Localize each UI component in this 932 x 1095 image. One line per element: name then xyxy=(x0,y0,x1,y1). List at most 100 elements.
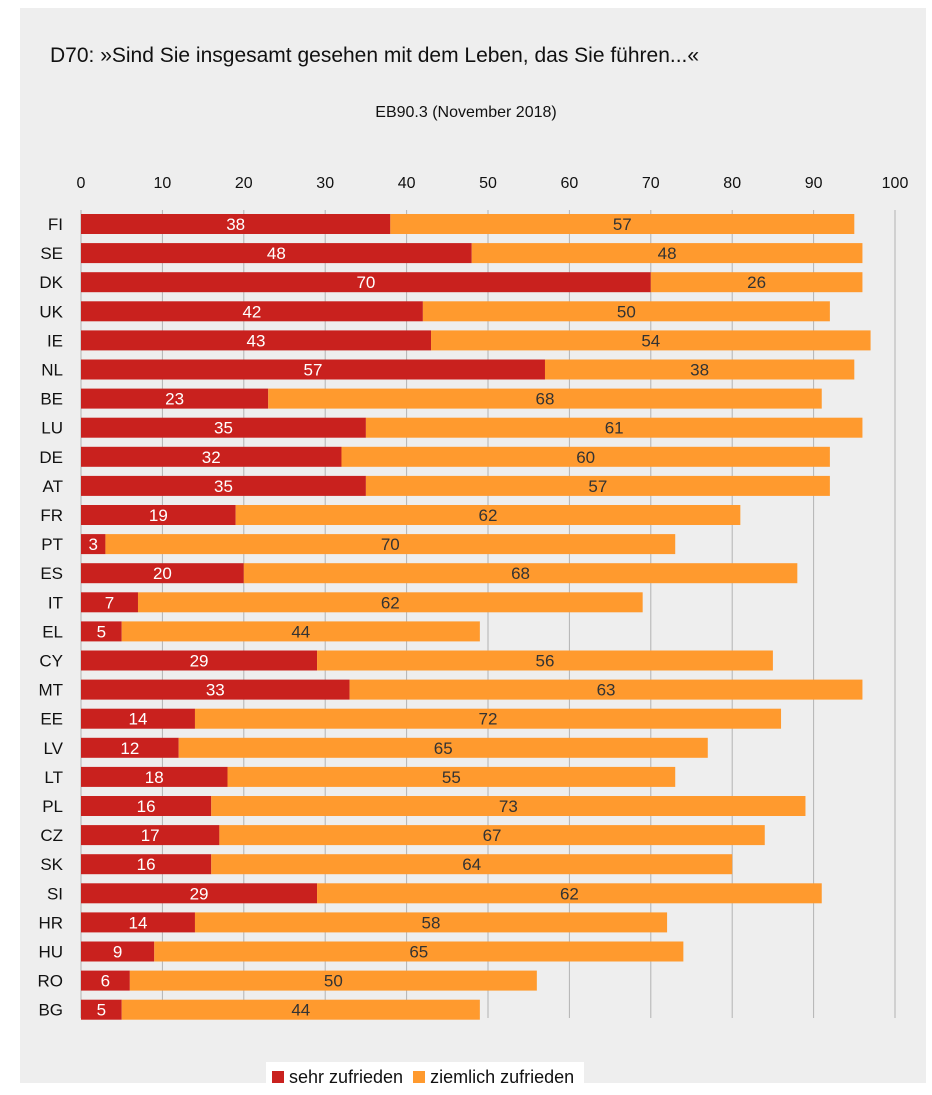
bar-sehr-zufrieden-it xyxy=(81,592,138,613)
value-label-ziemlich-zufrieden-pt: 70 xyxy=(381,535,400,554)
value-label-sehr-zufrieden-fi: 38 xyxy=(226,215,245,234)
value-label-ziemlich-zufrieden-bg: 44 xyxy=(291,1001,310,1020)
bar-sehr-zufrieden-fr xyxy=(81,505,236,525)
bar-ziemlich-zufrieden-cy xyxy=(317,650,773,671)
bar-sehr-zufrieden-lu xyxy=(81,417,366,438)
x-tick-label-90: 90 xyxy=(805,175,823,192)
value-label-ziemlich-zufrieden-ro: 50 xyxy=(324,972,343,991)
x-tick-label-40: 40 xyxy=(398,175,416,192)
value-label-sehr-zufrieden-lu: 35 xyxy=(214,419,233,438)
value-label-sehr-zufrieden-sk: 16 xyxy=(137,855,156,874)
bar-sehr-zufrieden-dk xyxy=(81,272,651,293)
bar-ziemlich-zufrieden-nl xyxy=(544,359,855,380)
bar-ziemlich-zufrieden-fi xyxy=(390,214,855,234)
value-label-sehr-zufrieden-de: 32 xyxy=(202,448,221,467)
value-label-ziemlich-zufrieden-hr: 58 xyxy=(422,913,441,932)
x-tick-label-50: 50 xyxy=(479,175,497,192)
category-label-pl: PL xyxy=(42,797,63,816)
legend-swatch-sehr-zufrieden xyxy=(272,1071,284,1083)
x-axis-ticks: 0 10 20 30 40 50 60 70 80 90 100 xyxy=(77,175,909,192)
value-label-sehr-zufrieden-es: 20 xyxy=(153,564,172,583)
bar-sehr-zufrieden-sk xyxy=(81,854,212,875)
bar-ziemlich-zufrieden-de xyxy=(341,446,830,467)
bar-ziemlich-zufrieden-uk xyxy=(422,301,830,322)
bar-sehr-zufrieden-nl xyxy=(81,359,545,380)
value-label-ziemlich-zufrieden-de: 60 xyxy=(576,448,595,467)
category-label-es: ES xyxy=(40,564,63,583)
bar-sehr-zufrieden-si xyxy=(81,883,318,904)
x-tick-label-70: 70 xyxy=(642,175,660,192)
bar-ziemlich-zufrieden-sk xyxy=(211,854,733,875)
value-label-ziemlich-zufrieden-lu: 61 xyxy=(605,419,624,438)
bar-ziemlich-zufrieden-lt xyxy=(227,766,676,787)
category-label-de: DE xyxy=(39,448,63,467)
value-label-sehr-zufrieden-fr: 19 xyxy=(149,506,168,525)
bar-ziemlich-zufrieden-ie xyxy=(431,330,871,351)
value-label-sehr-zufrieden-pl: 16 xyxy=(137,797,156,816)
legend-item-sehr-zufrieden: sehr zufrieden xyxy=(272,1067,403,1088)
bar-sehr-zufrieden-el xyxy=(81,621,122,642)
category-label-ro: RO xyxy=(38,972,64,991)
bar-sehr-zufrieden-ro xyxy=(81,970,130,991)
category-label-uk: UK xyxy=(39,302,63,321)
value-label-sehr-zufrieden-nl: 57 xyxy=(304,361,323,380)
category-label-el: EL xyxy=(42,622,63,641)
x-tick-label-100: 100 xyxy=(882,175,909,192)
bar-sehr-zufrieden-pt xyxy=(81,534,106,555)
bar-sehr-zufrieden-at xyxy=(81,475,366,496)
value-label-sehr-zufrieden-it: 7 xyxy=(105,593,114,612)
value-label-ziemlich-zufrieden-es: 68 xyxy=(511,564,530,583)
bar-ziemlich-zufrieden-be xyxy=(268,388,822,409)
value-label-ziemlich-zufrieden-uk: 50 xyxy=(617,302,636,321)
value-label-ziemlich-zufrieden-lv: 65 xyxy=(434,739,453,758)
category-label-lt: LT xyxy=(44,768,63,787)
value-label-ziemlich-zufrieden-sk: 64 xyxy=(462,855,481,874)
value-label-ziemlich-zufrieden-nl: 38 xyxy=(690,361,709,380)
bar-sehr-zufrieden-pl xyxy=(81,796,212,816)
bar-ziemlich-zufrieden-el xyxy=(121,621,480,642)
value-label-ziemlich-zufrieden-cy: 56 xyxy=(536,652,555,671)
bar-sehr-zufrieden-ie xyxy=(81,330,432,351)
value-label-sehr-zufrieden-ro: 6 xyxy=(101,972,110,991)
value-label-sehr-zufrieden-cy: 29 xyxy=(190,652,209,671)
value-label-sehr-zufrieden-lv: 12 xyxy=(120,739,139,758)
bar-sehr-zufrieden-lt xyxy=(81,766,228,787)
category-label-ee: EE xyxy=(40,710,63,729)
bar-sehr-zufrieden-cy xyxy=(81,650,318,671)
bar-sehr-zufrieden-be xyxy=(81,388,269,409)
category-label-nl: NL xyxy=(41,361,63,380)
category-label-dk: DK xyxy=(39,273,63,292)
value-label-sehr-zufrieden-pt: 3 xyxy=(88,535,97,554)
bar-ziemlich-zufrieden-bg xyxy=(121,999,480,1020)
bar-ziemlich-zufrieden-it xyxy=(137,592,643,613)
value-label-sehr-zufrieden-dk: 70 xyxy=(356,273,375,292)
bar-ziemlich-zufrieden-at xyxy=(365,475,830,496)
value-label-sehr-zufrieden-lt: 18 xyxy=(145,768,164,787)
category-label-lu: LU xyxy=(41,419,63,438)
category-label-cz: CZ xyxy=(40,826,63,845)
bar-ziemlich-zufrieden-lu xyxy=(365,417,863,438)
bar-sehr-zufrieden-fi xyxy=(81,214,391,234)
legend-label-sehr-zufrieden: sehr zufrieden xyxy=(289,1066,404,1087)
category-label-be: BE xyxy=(40,390,63,409)
bar-ziemlich-zufrieden-pt xyxy=(105,534,676,555)
category-label-fr: FR xyxy=(40,506,63,525)
bar-sehr-zufrieden-hu xyxy=(81,941,155,962)
bar-ziemlich-zufrieden-es xyxy=(243,563,798,584)
value-label-ziemlich-zufrieden-at: 57 xyxy=(588,477,607,496)
bar-sehr-zufrieden-mt xyxy=(81,679,350,700)
bar-sehr-zufrieden-lv xyxy=(81,737,179,758)
category-label-cy: CY xyxy=(39,652,63,671)
category-label-hr: HR xyxy=(38,913,63,932)
legend-item-ziemlich-zufrieden: ziemlich zufrieden xyxy=(413,1067,574,1088)
bar-sehr-zufrieden-hr xyxy=(81,912,195,933)
bar-ziemlich-zufrieden-mt xyxy=(349,679,863,700)
category-label-sk: SK xyxy=(40,855,63,874)
bar-sehr-zufrieden-ee xyxy=(81,708,195,729)
value-label-ziemlich-zufrieden-lt: 55 xyxy=(442,768,461,787)
value-label-ziemlich-zufrieden-cz: 67 xyxy=(483,826,502,845)
value-label-ziemlich-zufrieden-el: 44 xyxy=(291,622,310,641)
value-label-sehr-zufrieden-hr: 14 xyxy=(129,913,148,932)
bar-ziemlich-zufrieden-dk xyxy=(650,272,863,293)
